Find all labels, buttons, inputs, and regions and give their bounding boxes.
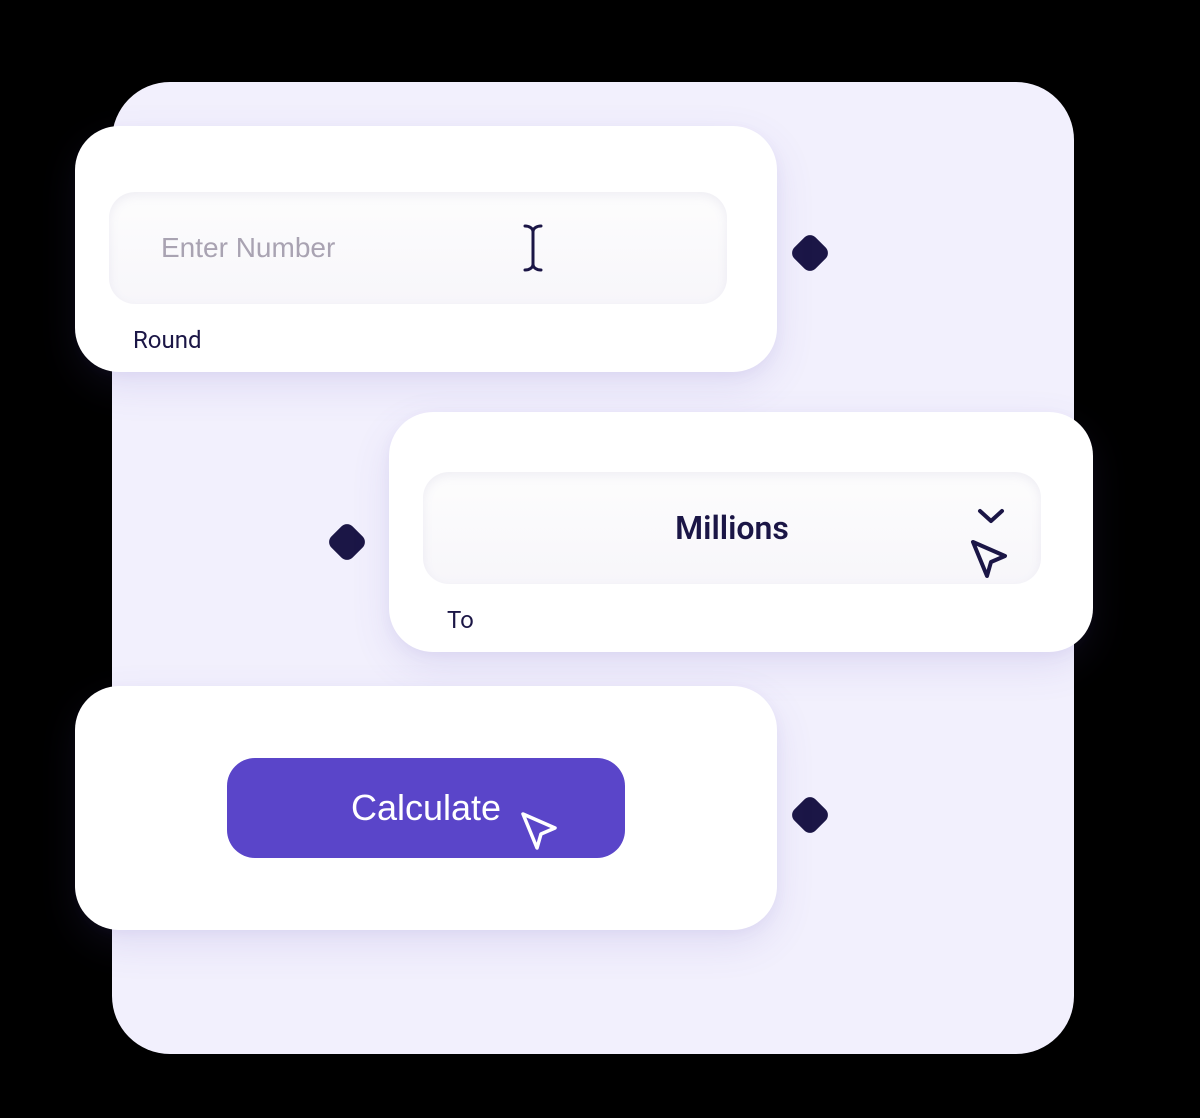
cursor-pointer-icon bbox=[967, 536, 1013, 586]
round-label: Round bbox=[133, 326, 743, 354]
to-label: To bbox=[447, 606, 1059, 634]
number-input-card: Round bbox=[75, 126, 777, 372]
unit-select[interactable]: Millions bbox=[423, 472, 1041, 584]
unit-select-value: Millions bbox=[675, 509, 789, 547]
cursor-pointer-icon bbox=[517, 808, 563, 863]
number-input[interactable] bbox=[109, 192, 727, 304]
unit-select-card: Millions To bbox=[389, 412, 1093, 652]
calculate-button[interactable]: Calculate bbox=[227, 758, 625, 858]
calculate-card: Calculate bbox=[75, 686, 777, 930]
chevron-down-icon bbox=[977, 508, 1005, 528]
calculate-button-label: Calculate bbox=[351, 787, 501, 829]
